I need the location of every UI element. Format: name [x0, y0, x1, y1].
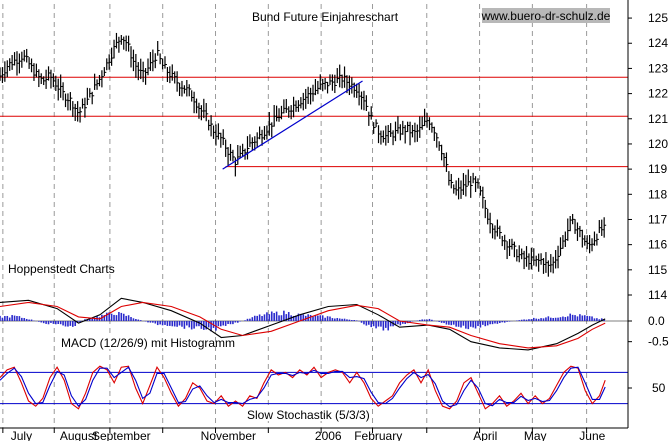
x-tick-label: February	[354, 429, 402, 441]
macd-label: MACD (12/26/9) mit Histogramm	[61, 336, 235, 350]
gridlines	[2, 4, 588, 428]
price-y-tick-label: 119	[648, 162, 667, 176]
stochastic-line	[0, 366, 606, 408]
x-tick-label: September	[92, 429, 151, 441]
x-tick-label: July	[11, 429, 32, 441]
price-y-tick-label: 124	[648, 36, 668, 50]
chart-title: Bund Future Einjahreschart	[252, 10, 399, 24]
trendline	[222, 80, 363, 170]
watermark-box	[482, 8, 610, 23]
x-tick-label: November	[201, 429, 256, 441]
price-y-tick-label: 115	[648, 263, 667, 277]
macd-panel	[0, 297, 628, 351]
source-label: Hoppenstedt Charts	[8, 262, 115, 276]
price-y-tick-label: 123	[648, 61, 668, 75]
price-y-tick-label: 125	[648, 11, 668, 25]
x-tick-label: June	[579, 429, 605, 441]
price-y-tick-label: 116	[648, 238, 667, 252]
price-y-tick-label: 117	[648, 212, 667, 226]
macd-line	[0, 301, 606, 349]
stochastic-label: Slow Stochastik (5/3/3)	[247, 408, 370, 422]
stochastic-label-box	[244, 408, 370, 421]
price-y-tick-label: 120	[648, 137, 668, 151]
macd-line	[0, 297, 606, 351]
stochastic-y-tick-label: 50	[652, 381, 666, 395]
macd-y-tick-label: 0.0	[648, 314, 665, 328]
x-tick-label: May	[524, 429, 547, 441]
price-y-tick-label: 118	[648, 187, 667, 201]
watermark-label: www.buero-dr-schulz.de	[481, 9, 611, 23]
macd-label-box	[58, 336, 208, 349]
x-tick-label: April	[473, 429, 497, 441]
price-y-tick-label: 121	[648, 112, 668, 126]
price-y-tick-label: 114	[648, 288, 667, 302]
price-y-tick-label: 122	[648, 87, 668, 101]
x-tick-label: 2006	[315, 429, 342, 441]
x-tick-label: August	[60, 429, 98, 441]
stochastic-panel	[0, 365, 628, 410]
macd-y-tick-label: -0.5	[648, 335, 669, 349]
price-panel	[0, 32, 628, 277]
